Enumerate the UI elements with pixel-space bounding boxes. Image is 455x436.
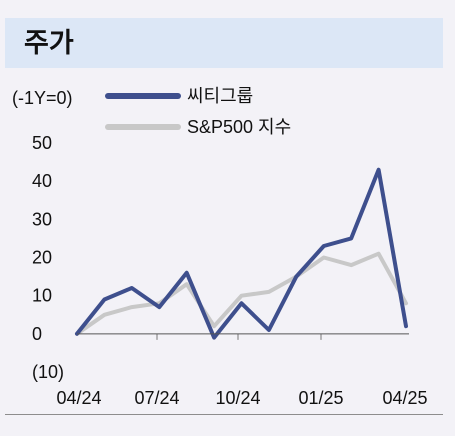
- bottom-divider: [5, 414, 443, 415]
- x-axis-ticks: 04/24 07/24 10/24 01/25 04/25: [56, 333, 428, 408]
- header-band: 주가: [5, 18, 443, 68]
- x-tick-label: 04/25: [382, 388, 427, 408]
- x-tick-label: 07/24: [134, 388, 179, 408]
- y-tick-label: (10): [32, 362, 64, 382]
- y-tick-label: 30: [32, 209, 52, 229]
- y-tick-label: 10: [32, 286, 52, 306]
- legend-label-sp500: S&P500 지수: [187, 117, 291, 137]
- page-title: 주가: [24, 28, 74, 58]
- x-tick-label: 10/24: [215, 388, 260, 408]
- citigroup-series-line: [75, 167, 408, 340]
- unit-label: (-1Y=0): [12, 88, 73, 108]
- series-layer: [75, 167, 408, 340]
- legend-label-citigroup: 씨티그룹: [187, 86, 253, 106]
- x-tick-label: 01/25: [298, 388, 343, 408]
- y-axis-ticks: 50 40 30 20 10 0 (10): [32, 133, 64, 382]
- y-tick-label: 20: [32, 248, 52, 268]
- y-tick-label: 50: [32, 133, 52, 153]
- legend: 씨티그룹 S&P500 지수: [105, 86, 291, 137]
- x-tick-label: 04/24: [56, 388, 101, 408]
- y-tick-label: 40: [32, 171, 52, 191]
- sp500-series-line: [75, 251, 408, 336]
- y-tick-label: 0: [32, 324, 42, 344]
